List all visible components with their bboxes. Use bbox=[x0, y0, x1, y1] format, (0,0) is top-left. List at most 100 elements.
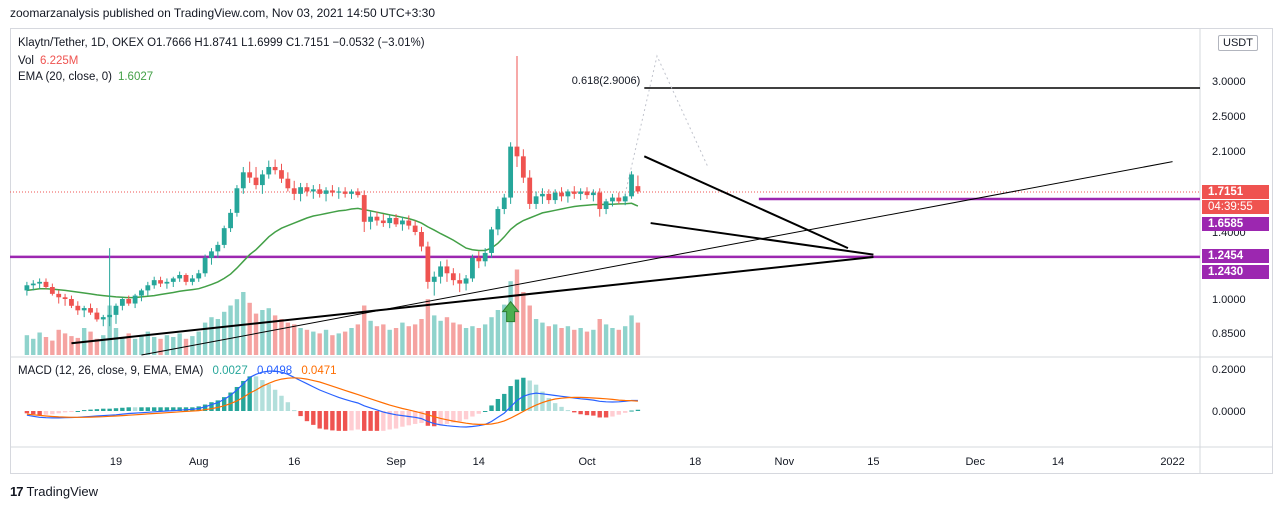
time-tick-label: 18 bbox=[689, 456, 701, 468]
volume-bar bbox=[349, 328, 354, 355]
footer-brand[interactable]: 17 TradingView bbox=[10, 484, 98, 499]
candle-body bbox=[527, 177, 533, 204]
candle-body bbox=[272, 166, 278, 171]
volume-bar bbox=[101, 335, 106, 355]
price-tick-label: 0.8500 bbox=[1212, 328, 1246, 340]
candle-body bbox=[317, 189, 323, 194]
macd-histogram-bar bbox=[151, 407, 157, 411]
volume-bar bbox=[253, 313, 259, 355]
macd-histogram-bar bbox=[482, 411, 488, 412]
macd-line-value: 0.0498 bbox=[256, 365, 293, 377]
volume-bar bbox=[145, 331, 151, 355]
volume-bar bbox=[120, 337, 125, 355]
candle-body bbox=[501, 197, 507, 210]
price-tick-label: 3.0000 bbox=[1212, 76, 1246, 88]
tradingview-brand: TradingView bbox=[26, 484, 99, 499]
macd-histogram-bar bbox=[362, 411, 367, 431]
volume-bar bbox=[171, 337, 176, 355]
candle-body bbox=[400, 220, 405, 225]
candle-body bbox=[234, 188, 240, 213]
candle-body bbox=[482, 252, 488, 262]
volume-bar bbox=[43, 337, 49, 355]
legend-symbol: Klaytn/Tether, 1D, OKEX O1.7666 H1.8741 … bbox=[18, 37, 425, 49]
volume-bar bbox=[527, 305, 532, 355]
price-tick-label: 2.5000 bbox=[1212, 111, 1246, 123]
volume-bar bbox=[24, 335, 30, 355]
candle-body bbox=[215, 244, 221, 252]
volume-bar bbox=[393, 328, 399, 355]
candle-body bbox=[610, 197, 615, 202]
macd-histogram-bar bbox=[342, 411, 348, 431]
time-tick-label: 2022 bbox=[1160, 456, 1184, 468]
time-tick-label: Aug bbox=[189, 456, 209, 468]
volume-bar bbox=[362, 305, 367, 355]
volume-bar bbox=[107, 305, 112, 355]
macd-histogram-bar bbox=[50, 411, 55, 415]
macd-histogram-bar bbox=[101, 408, 106, 411]
volume-bar bbox=[113, 328, 119, 355]
volume-bar bbox=[69, 336, 74, 355]
candle-body bbox=[520, 156, 526, 178]
macd-histogram-bar bbox=[323, 411, 329, 430]
macd-histogram-bar bbox=[260, 380, 265, 411]
candle-body bbox=[94, 312, 100, 320]
volume-bar bbox=[368, 320, 373, 355]
macd-histogram-bar bbox=[603, 411, 609, 418]
candle-body bbox=[393, 217, 399, 225]
arrow-up-icon bbox=[501, 300, 520, 323]
macd-histogram-bar bbox=[145, 407, 151, 411]
candle-body bbox=[247, 172, 253, 178]
macd-histogram-bar bbox=[298, 411, 303, 417]
macd-histogram-bar bbox=[476, 411, 481, 414]
volume-bar bbox=[202, 322, 208, 355]
volume-bar bbox=[622, 326, 628, 355]
volume-bar bbox=[419, 319, 424, 355]
candle-body bbox=[489, 229, 494, 253]
volume-bar bbox=[482, 324, 488, 355]
volume-bar bbox=[546, 326, 552, 355]
candle-body bbox=[552, 192, 558, 201]
currency-button[interactable]: USDT bbox=[1218, 35, 1258, 51]
candle-body bbox=[310, 189, 316, 192]
candle-body bbox=[304, 187, 310, 192]
macd-histogram-bar bbox=[272, 389, 278, 411]
macd-histogram-bar bbox=[540, 391, 545, 411]
macd-histogram-bar bbox=[565, 410, 571, 412]
candle-body bbox=[30, 283, 36, 286]
candle-body bbox=[571, 191, 577, 194]
candle-body bbox=[635, 186, 641, 192]
macd-histogram-bar bbox=[120, 407, 125, 411]
candle-body bbox=[470, 257, 475, 279]
volume-bar bbox=[164, 335, 170, 355]
macd-histogram-bar bbox=[374, 411, 380, 431]
macd-histogram-bar bbox=[113, 408, 119, 411]
macd-histogram-bar bbox=[508, 386, 513, 411]
candle-body bbox=[24, 285, 30, 291]
candle-body bbox=[431, 276, 437, 282]
macd-histogram-bar bbox=[311, 411, 316, 425]
legend-ema: EMA (20, close, 0) 1.6027 bbox=[18, 71, 153, 83]
fib-guide bbox=[624, 54, 709, 194]
volume-bar bbox=[629, 315, 634, 355]
macd-histogram-bar bbox=[451, 411, 456, 423]
fib-level-label: 0.618(2.9006) bbox=[572, 75, 641, 87]
candle-body bbox=[228, 212, 233, 229]
candle-body bbox=[202, 257, 208, 274]
volume-bar bbox=[521, 292, 526, 355]
candle-body bbox=[113, 305, 119, 315]
macd-histogram-bar bbox=[419, 411, 424, 424]
macd-histogram-bar bbox=[94, 409, 100, 411]
legend-macd: MACD (12, 26, close, 9, EMA, EMA) 0.0027… bbox=[18, 365, 337, 377]
volume-bar bbox=[552, 324, 558, 355]
volume-bar bbox=[457, 324, 462, 355]
macd-histogram-bar bbox=[158, 407, 163, 411]
price-tick-label: 1.0000 bbox=[1212, 294, 1246, 306]
macd-histogram-bar bbox=[425, 411, 431, 426]
candle-body bbox=[565, 191, 571, 197]
ema-label: EMA (20, close, 0) bbox=[18, 71, 112, 83]
volume-bar bbox=[62, 333, 68, 355]
candle-body bbox=[158, 280, 163, 284]
candle-body bbox=[476, 257, 482, 262]
volume-bar bbox=[330, 335, 335, 355]
